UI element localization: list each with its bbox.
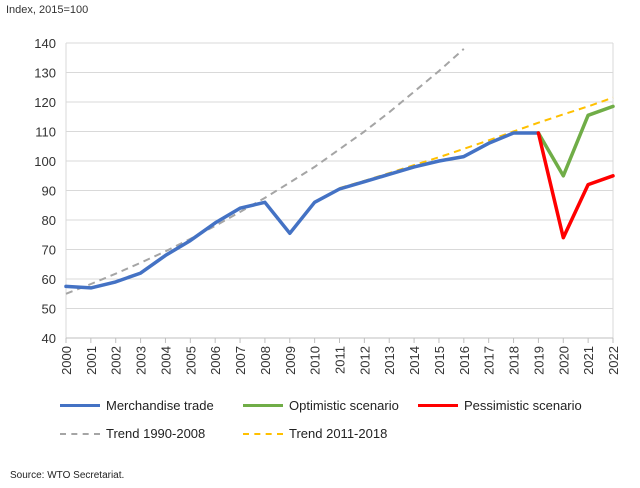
y-tick-label: 110 <box>35 125 56 140</box>
x-tick-label: 2011 <box>333 346 348 374</box>
legend-label-pessimistic: Pessimistic scenario <box>464 398 582 413</box>
series-line-optimistic <box>536 104 615 178</box>
x-tick-label: 2020 <box>556 346 571 375</box>
legend-label-merchandise: Merchandise trade <box>106 398 214 413</box>
legend-item-pessimistic: Pessimistic scenario <box>418 398 582 413</box>
x-tick-label: 2009 <box>283 346 298 375</box>
legend-swatch-merchandise <box>60 404 100 407</box>
y-tick-label: 90 <box>42 184 56 199</box>
legend-swatch-pessimistic <box>418 404 458 407</box>
y-tick-labels: 40 50 60 70 80 90 100 110 120 130 140 <box>34 36 56 346</box>
x-tick-label: 2013 <box>382 346 397 375</box>
x-tick-labels: 2000 2001 2002 2003 2004 2005 2006 2007 2008 2009… <box>59 346 621 375</box>
series-line-pessimistic <box>536 131 615 240</box>
y-tick-label: 120 <box>34 95 56 110</box>
x-tick-label: 2010 <box>308 346 323 375</box>
legend-item-optimistic: Optimistic scenario <box>243 398 399 413</box>
x-tick-label: 2014 <box>407 346 422 375</box>
x-tick-label: 2018 <box>507 346 522 375</box>
axes <box>65 43 614 343</box>
y-tick-label: 70 <box>42 243 56 258</box>
legend-label-trend-2011: Trend 2011-2018 <box>289 426 388 441</box>
legend-swatch-trend-2011 <box>243 432 283 435</box>
x-tick-label: 2008 <box>258 346 273 375</box>
y-tick-label: 100 <box>34 154 56 169</box>
line-chart: 40 50 60 70 80 90 100 110 120 130 140 2000 2001 2002… <box>34 36 621 375</box>
series-line-trend-2011 <box>339 96 614 190</box>
x-tick-label: 2022 <box>606 346 621 375</box>
x-tick-label: 2021 <box>581 346 596 375</box>
x-tick-label: 2001 <box>84 346 99 375</box>
y-axis-unit-label: Index, 2015=100 <box>6 4 89 16</box>
y-tick-label: 50 <box>42 302 56 317</box>
y-tick-label: 80 <box>42 213 56 228</box>
x-tick-label: 2007 <box>233 346 248 375</box>
y-tick-label: 140 <box>34 36 56 51</box>
series-line-merchandise <box>64 131 541 290</box>
x-tick-label: 2000 <box>59 346 74 375</box>
legend-swatch-trend-1990 <box>60 432 100 435</box>
legend-item-trend-1990: Trend 1990-2008 <box>60 426 205 441</box>
series-line-trend-1990 <box>65 48 465 295</box>
legend-item-trend-2011: Trend 2011-2018 <box>243 426 387 441</box>
legend-item-merchandise: Merchandise trade <box>60 398 214 413</box>
y-tick-label: 60 <box>42 272 56 287</box>
series-lines <box>64 48 615 295</box>
x-tick-label: 2002 <box>109 346 124 375</box>
y-tick-label: 130 <box>34 66 56 81</box>
x-tick-label: 2005 <box>183 346 198 375</box>
x-tick-label: 2003 <box>134 346 149 375</box>
x-tick-label: 2015 <box>432 346 447 375</box>
legend-label-optimistic: Optimistic scenario <box>289 398 399 413</box>
x-tick-label: 2017 <box>482 346 497 375</box>
x-tick-label: 2004 <box>158 346 173 375</box>
legend-swatch-optimistic <box>243 404 283 407</box>
source-note: Source: WTO Secretariat. <box>10 470 125 481</box>
x-tick-label: 2019 <box>531 346 546 375</box>
y-tick-label: 40 <box>42 331 56 346</box>
x-tick-label: 2012 <box>357 346 372 375</box>
x-tick-label: 2016 <box>457 346 472 375</box>
legend-label-trend-1990: Trend 1990-2008 <box>106 426 206 441</box>
x-tick-label: 2006 <box>208 346 223 375</box>
